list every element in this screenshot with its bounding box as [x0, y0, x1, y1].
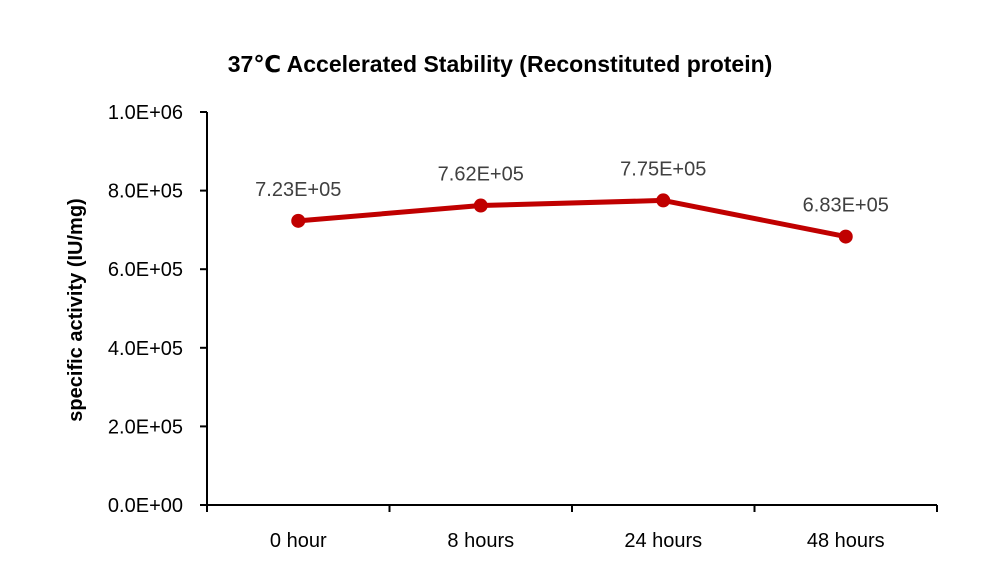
- y-axis-ticks: 0.0E+00 2.0E+05 4.0E+05 6.0E+05 8.0E+05 1.0E+…: [108, 102, 207, 517]
- x-tick-label: 24 hours: [624, 530, 702, 552]
- y-tick-label: 6.0E+05: [108, 259, 183, 281]
- series-line: [295, 197, 849, 240]
- data-point: [838, 229, 853, 244]
- y-tick-label: 2.0E+05: [108, 416, 183, 438]
- y-axis-label: specific activity (IU/mg): [65, 198, 87, 421]
- y-tick-label: 4.0E+05: [108, 338, 183, 360]
- chart-title: 37℃ Accelerated Stability (Reconstituted…: [228, 51, 773, 77]
- x-axis-ticks: 0 hour 8 hours 24 hours 48 hours: [206, 505, 938, 552]
- data-label: 7.23E+05: [255, 179, 341, 201]
- x-tick-label: 8 hours: [447, 530, 514, 552]
- y-tick-label: 1.0E+06: [108, 102, 183, 124]
- x-tick-label: 0 hour: [270, 530, 327, 552]
- series-layer: 7.23E+05 7.62E+05 7.75E+05 6.83E+05: [255, 158, 889, 244]
- data-point: [291, 213, 306, 228]
- y-tick-label: 8.0E+05: [108, 181, 183, 203]
- data-point: [473, 198, 488, 213]
- data-label: 7.75E+05: [620, 158, 706, 180]
- data-label: 7.62E+05: [438, 164, 524, 186]
- x-tick-label: 48 hours: [807, 530, 885, 552]
- data-point: [656, 193, 671, 208]
- data-label: 6.83E+05: [803, 195, 889, 217]
- y-tick-label: 0.0E+00: [108, 495, 183, 517]
